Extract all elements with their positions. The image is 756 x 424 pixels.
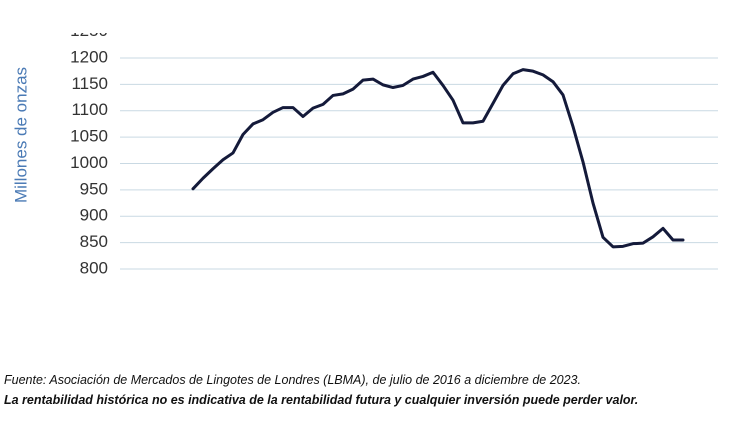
y-tick-label: 950 [80,179,108,198]
y-tick-label: 1200 [70,47,108,66]
top-mask [0,0,756,33]
y-tick-label: 900 [80,206,108,225]
y-tick-label: 1050 [70,127,108,146]
plot-area: 800850900950100010501100115012001250 [70,21,718,277]
y-tick-label: 1150 [71,74,108,93]
y-axis-label: Millones de onzas [11,67,30,203]
data-line [191,68,685,249]
y-tick-label: 1000 [70,153,108,172]
disclaimer: La rentabilidad histórica no es indicati… [4,393,638,407]
source-note: Fuente: Asociación de Mercados de Lingot… [4,373,581,387]
y-tick-label: 850 [80,232,108,251]
y-tick-label: 800 [80,258,108,277]
y-tick-label: 1100 [71,100,108,119]
